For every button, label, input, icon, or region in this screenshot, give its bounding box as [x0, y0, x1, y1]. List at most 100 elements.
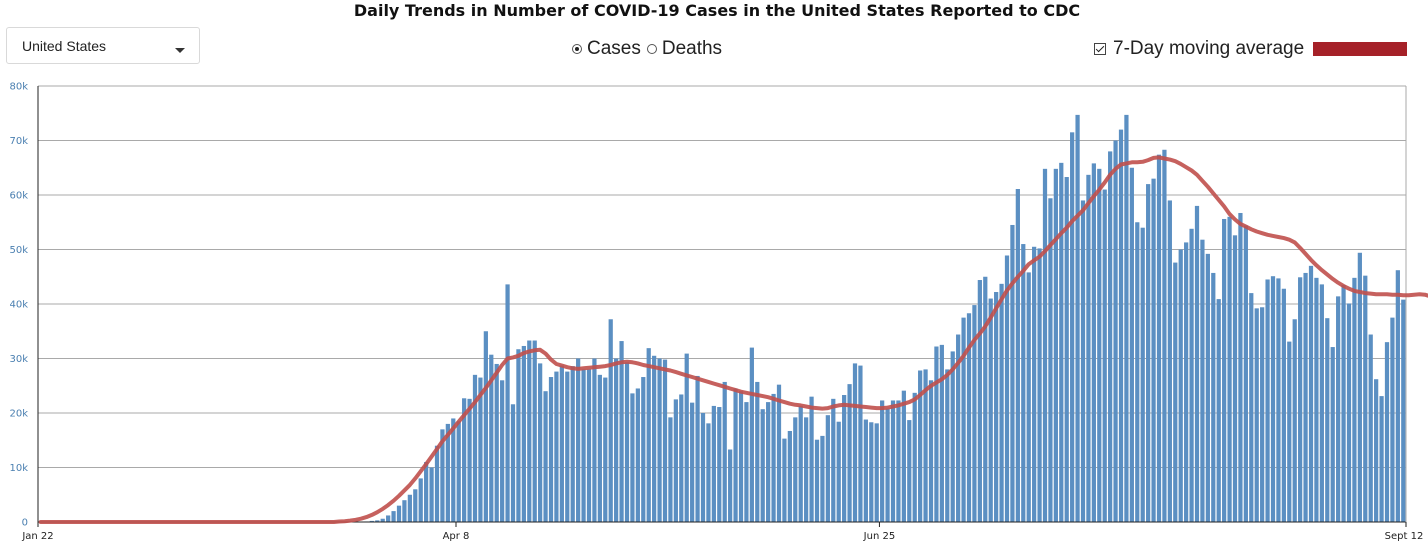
case-bar [445, 423, 450, 522]
case-bar [451, 418, 456, 522]
case-bar [500, 380, 505, 522]
case-bar [462, 398, 467, 522]
case-bar [1287, 341, 1292, 522]
case-bar [407, 494, 412, 522]
case-bar [869, 422, 874, 522]
case-bar [798, 405, 803, 522]
y-tick-label: 10k [9, 463, 28, 474]
case-bar [842, 395, 847, 522]
case-bar [1325, 318, 1330, 522]
case-bar [755, 381, 760, 522]
case-bar [1010, 224, 1015, 522]
case-bar [711, 405, 716, 522]
case-bar [1276, 278, 1281, 522]
case-bar [804, 417, 809, 522]
case-bar [624, 362, 630, 522]
case-bar [744, 402, 749, 522]
case-bar [760, 409, 765, 522]
case-bar [1097, 168, 1102, 522]
case-bar [1102, 189, 1107, 523]
case-bar [1265, 279, 1270, 522]
case-bar [700, 413, 706, 522]
case-bar [782, 438, 787, 522]
case-bar [581, 369, 586, 522]
case-bar [733, 388, 738, 522]
case-bar [1124, 114, 1129, 522]
case-bar [554, 371, 559, 522]
case-bar [885, 408, 890, 522]
deaths-radio-option[interactable]: Deaths [646, 38, 722, 60]
case-bar [1184, 242, 1189, 523]
case-bar [1292, 319, 1297, 522]
cases-radio-icon[interactable] [572, 44, 582, 54]
case-bar [966, 313, 972, 522]
case-bar [1004, 255, 1010, 522]
case-bar [880, 400, 885, 522]
case-bar [874, 423, 879, 522]
moving-average-checkbox[interactable] [1094, 43, 1106, 55]
case-bar [1042, 168, 1048, 522]
y-tick-label: 40k [9, 300, 28, 311]
case-bar [918, 370, 923, 522]
case-bar [1059, 162, 1064, 522]
case-bar [429, 467, 434, 522]
case-bar [858, 365, 863, 522]
case-bar [494, 363, 499, 522]
deaths-radio-icon[interactable] [646, 44, 657, 54]
chevron-down-icon [175, 48, 185, 53]
case-bar [586, 369, 592, 522]
case-bar [771, 393, 776, 522]
case-bar [380, 518, 385, 522]
case-bar [994, 292, 999, 522]
case-bar [825, 415, 830, 522]
moving-average-line [38, 155, 1428, 524]
case-bar [652, 355, 657, 522]
case-bar [456, 421, 461, 522]
case-bar [863, 419, 868, 522]
case-bar [1319, 284, 1324, 522]
case-bar [896, 400, 901, 522]
case-bar [1254, 308, 1259, 522]
case-bar [738, 391, 744, 522]
case-bar [847, 384, 852, 522]
case-bar [814, 439, 820, 522]
case-bar [565, 371, 570, 522]
case-bar [1216, 299, 1221, 522]
y-tick-label: 70k [9, 136, 28, 147]
case-bar [413, 489, 418, 522]
case-bar [597, 374, 602, 522]
case-bar [1357, 252, 1362, 522]
case-bar [391, 511, 396, 522]
case-bar [1211, 272, 1216, 522]
case-bar [1390, 317, 1395, 522]
case-bar [1298, 277, 1303, 522]
case-bar [538, 363, 543, 522]
case-bar [977, 280, 982, 522]
case-bar [1374, 379, 1379, 522]
case-bar [1243, 225, 1248, 522]
case-bar [690, 402, 695, 522]
case-bar [1015, 189, 1020, 522]
case-bar [939, 344, 944, 522]
case-bar [662, 359, 668, 522]
case-bar [1178, 249, 1183, 522]
case-bar [402, 500, 407, 522]
case-bar [510, 404, 516, 522]
cases-radio-option[interactable]: Cases [572, 38, 641, 60]
case-bar [396, 505, 402, 522]
case-bar [1086, 174, 1091, 522]
case-bar [1227, 216, 1232, 523]
case-bar [543, 391, 548, 522]
moving-average-toggle[interactable]: 7-Day moving average [1094, 38, 1304, 60]
case-bar [603, 377, 608, 522]
case-bar [945, 369, 950, 522]
x-tick-label: Sept 12 [1385, 531, 1424, 542]
case-bar [1346, 303, 1352, 522]
case-bar [1368, 334, 1373, 522]
case-bar [1303, 272, 1308, 522]
case-bar [934, 346, 939, 522]
region-dropdown[interactable]: United States [6, 27, 200, 64]
case-bar [831, 398, 836, 522]
case-bar [852, 363, 858, 522]
